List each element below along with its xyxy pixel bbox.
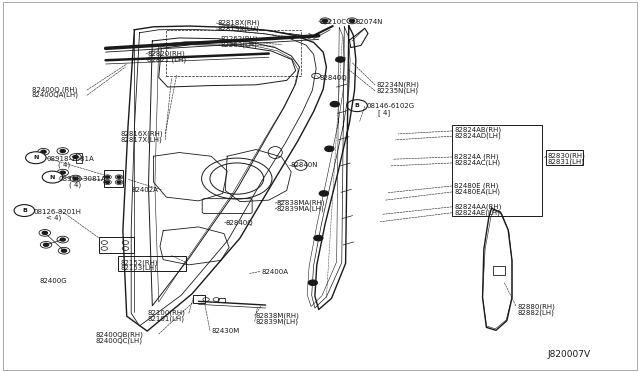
Circle shape <box>330 102 339 107</box>
Text: N: N <box>33 155 38 160</box>
Bar <box>218 298 225 302</box>
Text: 82235N(LH): 82235N(LH) <box>376 87 419 94</box>
Text: 82074N: 82074N <box>356 19 383 25</box>
Circle shape <box>117 176 121 178</box>
Text: ( 4): ( 4) <box>58 162 70 169</box>
Text: 82400G: 82400G <box>40 278 67 284</box>
Text: 82824AB(RH): 82824AB(RH) <box>454 127 502 134</box>
Text: N: N <box>50 174 55 180</box>
Circle shape <box>319 191 328 196</box>
Text: 08126-8201H: 08126-8201H <box>33 209 81 215</box>
Bar <box>452 125 542 216</box>
Text: 82210C: 82210C <box>320 19 347 25</box>
Circle shape <box>73 155 78 158</box>
Bar <box>118 256 186 271</box>
Text: 82831(LH): 82831(LH) <box>548 159 585 166</box>
Text: 82824AD(LH): 82824AD(LH) <box>454 133 501 140</box>
Text: [ 4]: [ 4] <box>378 109 390 116</box>
Bar <box>546 150 583 165</box>
Text: 82839MA(LH): 82839MA(LH) <box>276 206 324 212</box>
Circle shape <box>106 176 109 178</box>
Circle shape <box>60 238 65 241</box>
Text: 82839M(LH): 82839M(LH) <box>256 319 299 326</box>
Circle shape <box>349 19 355 22</box>
Text: 82820(RH): 82820(RH) <box>147 51 185 57</box>
Text: 82480EA(LH): 82480EA(LH) <box>454 189 500 195</box>
Text: B: B <box>22 208 27 213</box>
Text: 82824AE(LH): 82824AE(LH) <box>454 209 500 216</box>
Text: 82816X(RH): 82816X(RH) <box>120 131 163 137</box>
Circle shape <box>61 249 67 252</box>
Text: ( 4): ( 4) <box>69 181 81 188</box>
Circle shape <box>347 100 367 112</box>
Circle shape <box>314 235 323 241</box>
Text: 82152(RH): 82152(RH) <box>120 259 158 266</box>
Text: 82400QB(RH): 82400QB(RH) <box>96 331 144 338</box>
Circle shape <box>336 57 345 62</box>
Bar <box>193 295 205 303</box>
Text: 82100(RH): 82100(RH) <box>147 310 185 317</box>
Circle shape <box>308 280 317 285</box>
Text: 82838MA(RH): 82838MA(RH) <box>276 200 325 206</box>
Text: J820007V: J820007V <box>547 350 590 359</box>
Bar <box>99 237 134 253</box>
Circle shape <box>106 181 109 183</box>
Text: 08146-6102G: 08146-6102G <box>366 103 414 109</box>
Text: 82402A: 82402A <box>131 187 158 193</box>
Text: 08918-1081A: 08918-1081A <box>46 156 94 162</box>
Text: 82824A (RH): 82824A (RH) <box>454 154 499 160</box>
Text: 82880(RH): 82880(RH) <box>517 303 555 310</box>
Circle shape <box>42 171 63 183</box>
Text: 82263(LH): 82263(LH) <box>221 42 258 48</box>
Text: 82480E (RH): 82480E (RH) <box>454 183 499 189</box>
Text: 82400QA(LH): 82400QA(LH) <box>32 92 79 99</box>
Text: 82838M(RH): 82838M(RH) <box>256 313 300 320</box>
Circle shape <box>73 177 78 180</box>
Circle shape <box>323 19 328 22</box>
Text: 82101(LH): 82101(LH) <box>147 316 184 323</box>
Text: 82400QC(LH): 82400QC(LH) <box>96 337 143 344</box>
Text: B: B <box>355 103 360 108</box>
Circle shape <box>325 146 334 151</box>
Text: 82153(LH): 82153(LH) <box>120 265 157 272</box>
Text: 82840Q: 82840Q <box>320 75 348 81</box>
Text: 82234N(RH): 82234N(RH) <box>376 81 419 88</box>
Text: 82262(RH): 82262(RH) <box>221 36 259 42</box>
Circle shape <box>14 205 35 217</box>
Bar <box>76 153 82 163</box>
Text: 82817X(LH): 82817X(LH) <box>120 137 162 143</box>
Text: 82430M: 82430M <box>211 328 239 334</box>
Circle shape <box>60 150 65 153</box>
Text: 82818X(RH): 82818X(RH) <box>218 20 260 26</box>
Text: 82840Q: 82840Q <box>225 220 253 226</box>
Text: < 4): < 4) <box>46 215 61 221</box>
Text: 82400A: 82400A <box>261 269 288 275</box>
Circle shape <box>117 181 121 183</box>
Text: 82821 (LH): 82821 (LH) <box>147 57 186 63</box>
Text: 82400Q (RH): 82400Q (RH) <box>32 86 77 93</box>
Text: 82819X(LH): 82819X(LH) <box>218 26 259 32</box>
Circle shape <box>42 231 47 234</box>
Bar <box>493 266 505 275</box>
Circle shape <box>26 152 46 164</box>
Circle shape <box>44 243 49 246</box>
Text: 08918-3081A: 08918-3081A <box>59 176 107 182</box>
Text: 82882(LH): 82882(LH) <box>517 309 554 316</box>
Circle shape <box>41 150 46 153</box>
Text: 82824AA(RH): 82824AA(RH) <box>454 203 502 210</box>
Text: 82840N: 82840N <box>291 162 318 168</box>
Circle shape <box>60 171 65 174</box>
Text: 82824AC(LH): 82824AC(LH) <box>454 160 500 166</box>
Text: 82830(RH): 82830(RH) <box>548 153 586 160</box>
Bar <box>104 170 123 187</box>
